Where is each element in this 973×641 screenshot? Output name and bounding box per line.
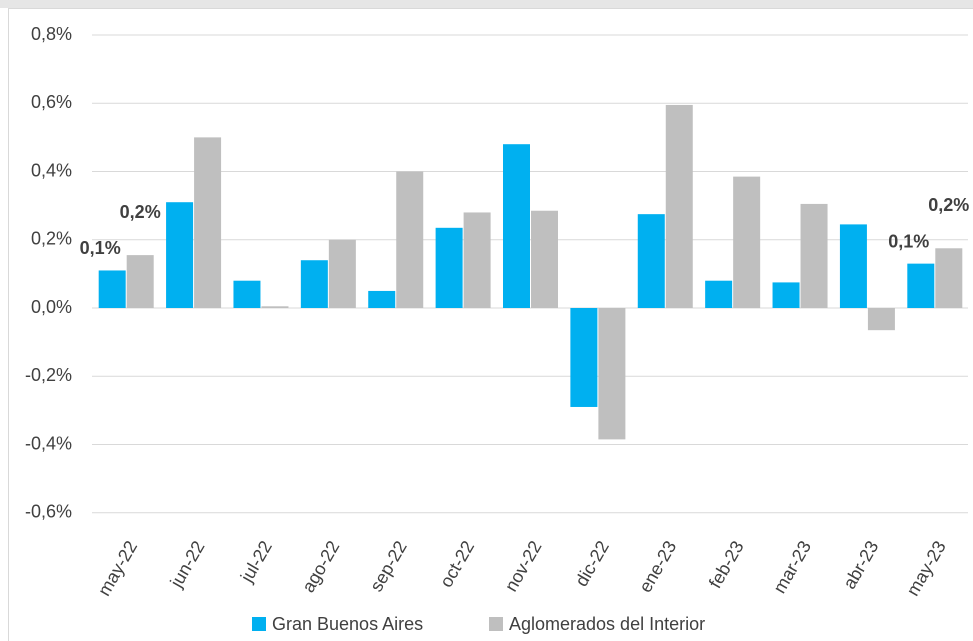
bar bbox=[396, 171, 424, 308]
x-tick-label: ago-22 bbox=[298, 537, 343, 596]
x-tick-label: may-23 bbox=[903, 537, 950, 599]
y-tick-label: 0,6% bbox=[31, 92, 72, 112]
bar bbox=[368, 290, 396, 308]
legend-label: Aglomerados del Interior bbox=[509, 614, 705, 634]
x-tick-label: dic-22 bbox=[571, 537, 613, 589]
data-label: 0,1% bbox=[888, 231, 929, 251]
bar bbox=[328, 239, 356, 308]
x-tick-label: may-22 bbox=[94, 537, 141, 599]
bar bbox=[463, 212, 491, 308]
x-tick-label: mar-23 bbox=[769, 537, 815, 596]
x-tick-label: abr-23 bbox=[839, 537, 882, 592]
y-tick-label: 0,2% bbox=[31, 229, 72, 249]
bar bbox=[598, 308, 626, 440]
data-label: 0,2% bbox=[120, 202, 161, 222]
bar bbox=[733, 176, 761, 308]
y-tick-label: -0,6% bbox=[25, 502, 72, 522]
x-tick-label: jun-22 bbox=[166, 537, 209, 591]
top-strip bbox=[0, 0, 973, 8]
bar bbox=[800, 203, 828, 308]
y-tick-label: 0,4% bbox=[31, 160, 72, 180]
data-label: 0,2% bbox=[928, 195, 969, 215]
bar bbox=[531, 210, 558, 308]
bar bbox=[435, 227, 463, 308]
x-tick-label: feb-23 bbox=[705, 537, 748, 591]
bar bbox=[705, 280, 733, 308]
bar bbox=[839, 224, 867, 308]
bar bbox=[907, 263, 935, 308]
bar bbox=[867, 308, 895, 331]
bar bbox=[126, 255, 154, 308]
y-tick-label: -0,4% bbox=[25, 433, 72, 453]
bar bbox=[261, 306, 289, 308]
legend-label: Gran Buenos Aires bbox=[272, 614, 423, 634]
bar bbox=[503, 144, 530, 308]
bar bbox=[194, 137, 222, 308]
bar bbox=[166, 202, 194, 308]
x-tick-label: oct-22 bbox=[436, 537, 478, 590]
x-tick-label: ene-23 bbox=[635, 537, 680, 596]
bar bbox=[935, 248, 963, 308]
y-tick-label: -0,2% bbox=[25, 365, 72, 385]
bar bbox=[98, 270, 126, 308]
y-tick-label: 0,0% bbox=[31, 297, 72, 317]
x-tick-label: jul-22 bbox=[236, 537, 276, 586]
x-tick-label: sep-22 bbox=[366, 537, 411, 595]
bar bbox=[637, 214, 665, 308]
x-tick-label: nov-22 bbox=[501, 537, 546, 595]
bar bbox=[233, 280, 261, 308]
bar bbox=[772, 282, 800, 308]
bar bbox=[300, 260, 328, 308]
legend-swatch bbox=[252, 617, 266, 631]
bar bbox=[665, 104, 693, 308]
legend-swatch bbox=[489, 617, 503, 631]
bar bbox=[570, 308, 598, 407]
data-label: 0,1% bbox=[80, 238, 121, 258]
chart-frame bbox=[8, 8, 973, 641]
y-tick-label: 0,8% bbox=[31, 24, 72, 44]
